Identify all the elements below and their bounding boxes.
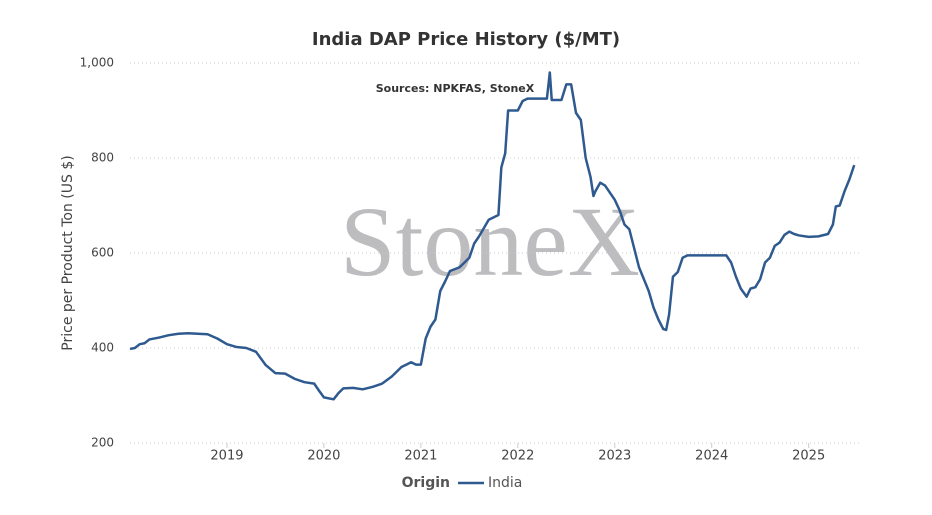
x-tick-label: 2024 bbox=[695, 449, 728, 464]
y-axis-label: Price per Product Ton (US $) bbox=[60, 155, 76, 350]
watermark: StoneX bbox=[340, 186, 640, 297]
x-tick-label: 2025 bbox=[792, 449, 825, 464]
x-tick-label: 2020 bbox=[307, 449, 340, 464]
y-tick-label: 600 bbox=[91, 246, 114, 260]
legend-title: Origin bbox=[402, 475, 450, 491]
y-tick-label: 400 bbox=[91, 341, 114, 355]
y-tick-label: 200 bbox=[91, 436, 114, 450]
y-tick-label: 800 bbox=[91, 151, 114, 165]
data-line bbox=[129, 71, 856, 401]
legend-label: India bbox=[488, 475, 522, 491]
y-tick-label: 1,000 bbox=[80, 56, 114, 70]
chart-title: India DAP Price History ($/MT) bbox=[312, 29, 620, 50]
annotation: Sources: NPKFAS, StoneX bbox=[376, 82, 535, 95]
x-tick-label: 2019 bbox=[210, 449, 243, 464]
x-tick-label: 2023 bbox=[598, 449, 631, 464]
x-tick-label: 2022 bbox=[501, 449, 534, 464]
x-tick-label: 2021 bbox=[404, 449, 437, 464]
